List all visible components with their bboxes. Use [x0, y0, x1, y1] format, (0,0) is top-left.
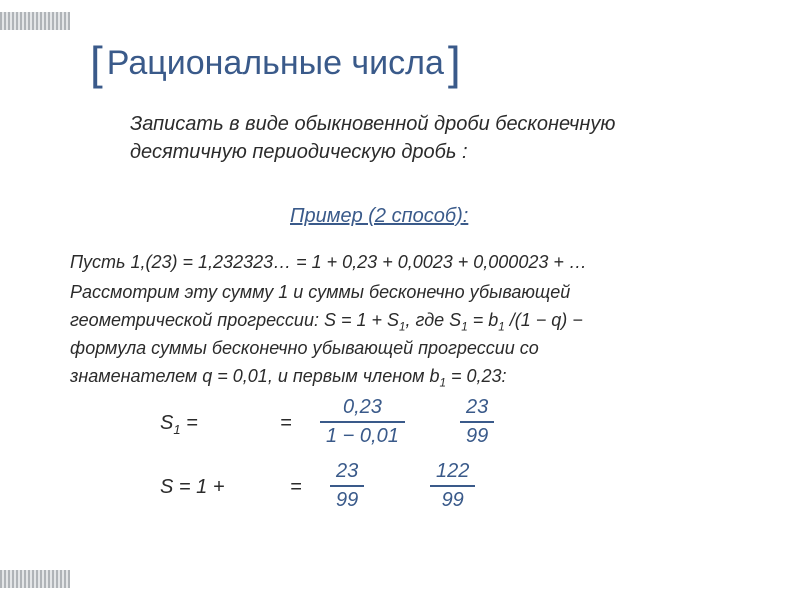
frac1-num: 0,23: [320, 396, 405, 423]
l5b: = 0,23:: [446, 366, 507, 386]
s-label: S = 1 +: [160, 476, 225, 499]
frac2-num: 23: [460, 396, 494, 423]
fraction-4: 122 99: [430, 460, 475, 512]
frac3-den: 99: [330, 487, 364, 512]
title-container: [ Рациональные числа ]: [90, 40, 461, 86]
body-line-4: формула суммы бесконечно убывающей прогр…: [70, 336, 750, 361]
body-line-1: Пусть 1,(23) = 1,232323… = 1 + 0,23 + 0,…: [70, 250, 750, 275]
frac4-den: 99: [430, 487, 475, 512]
s1-label: S1 =: [160, 412, 198, 437]
body-line-3: геометрической прогрессии: S = 1 + S1, г…: [70, 308, 750, 336]
l5a: знаменателем q = 0,01, и первым членом b: [70, 366, 439, 386]
bracket-left: [: [90, 40, 103, 86]
eq-1: =: [280, 412, 292, 435]
subtitle-text: Записать в виде обыкновенной дроби беско…: [130, 110, 690, 166]
page-title: Рациональные числа: [103, 44, 448, 83]
fraction-2: 23 99: [460, 396, 494, 448]
eq-2: =: [290, 476, 302, 499]
frac2-den: 99: [460, 423, 494, 448]
math-row-2: S = 1 + = 23 99 122 99: [100, 460, 700, 520]
body-line-2: Рассмотрим эту сумму 1 и суммы бесконечн…: [70, 280, 750, 305]
frac1-den: 1 − 0,01: [320, 423, 405, 448]
left-decoration: [0, 0, 70, 600]
slide: [ Рациональные числа ] Записать в виде о…: [0, 0, 800, 600]
fraction-1: 0,23 1 − 0,01: [320, 396, 405, 448]
body-line-5: знаменателем q = 0,01, и первым членом b…: [70, 364, 750, 392]
sub-s1: 1: [173, 422, 180, 437]
frac4-num: 122: [430, 460, 475, 487]
math-area: S1 = = 0,23 1 − 0,01 23 99 S = 1 + = 23 …: [100, 396, 700, 520]
fraction-3: 23 99: [330, 460, 364, 512]
l3d: /(1 − q) −: [505, 310, 583, 330]
l3a: геометрической прогрессии: S = 1 + S: [70, 310, 399, 330]
l3c: = b: [468, 310, 499, 330]
l3b: , где S: [406, 310, 462, 330]
stripe-bottom: [0, 570, 70, 588]
stripe-top: [0, 12, 70, 30]
frac3-num: 23: [330, 460, 364, 487]
s1-b: =: [181, 412, 198, 434]
math-row-1: S1 = = 0,23 1 − 0,01 23 99: [100, 396, 700, 456]
s1-a: S: [160, 412, 173, 434]
example-label: Пример (2 способ):: [290, 205, 468, 228]
bracket-right: ]: [448, 40, 461, 86]
